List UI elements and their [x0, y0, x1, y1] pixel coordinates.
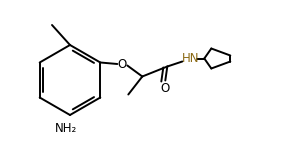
Text: HN: HN [182, 52, 199, 65]
Text: O: O [118, 58, 127, 71]
Text: NH₂: NH₂ [55, 121, 77, 134]
Text: O: O [161, 82, 170, 95]
